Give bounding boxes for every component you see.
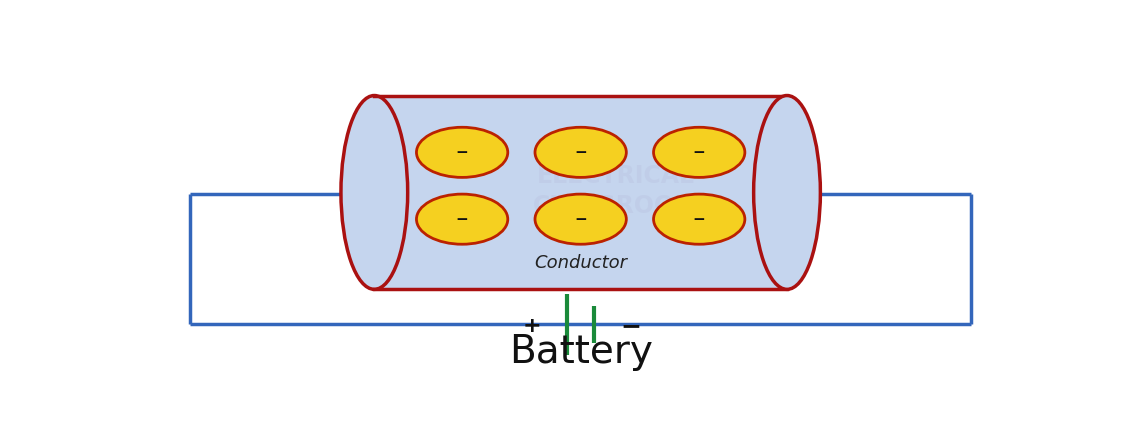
Ellipse shape [654,127,744,178]
Text: CLASSROOM: CLASSROOM [533,194,699,218]
Text: −: − [574,145,587,160]
Ellipse shape [535,127,627,178]
Polygon shape [374,95,787,289]
Text: −: − [620,314,641,338]
Text: −: − [692,212,706,227]
Text: Battery: Battery [509,333,653,371]
Ellipse shape [753,95,820,289]
Ellipse shape [417,127,508,178]
Text: −: − [455,212,469,227]
Text: Conductor: Conductor [534,254,628,272]
Text: −: − [574,212,587,227]
Ellipse shape [417,194,508,244]
Text: −: − [455,145,469,160]
Ellipse shape [341,95,408,289]
Ellipse shape [535,194,627,244]
Text: −: − [692,145,706,160]
Text: +: + [522,316,542,336]
Ellipse shape [654,194,744,244]
Text: ELECTRICAL: ELECTRICAL [537,164,695,188]
